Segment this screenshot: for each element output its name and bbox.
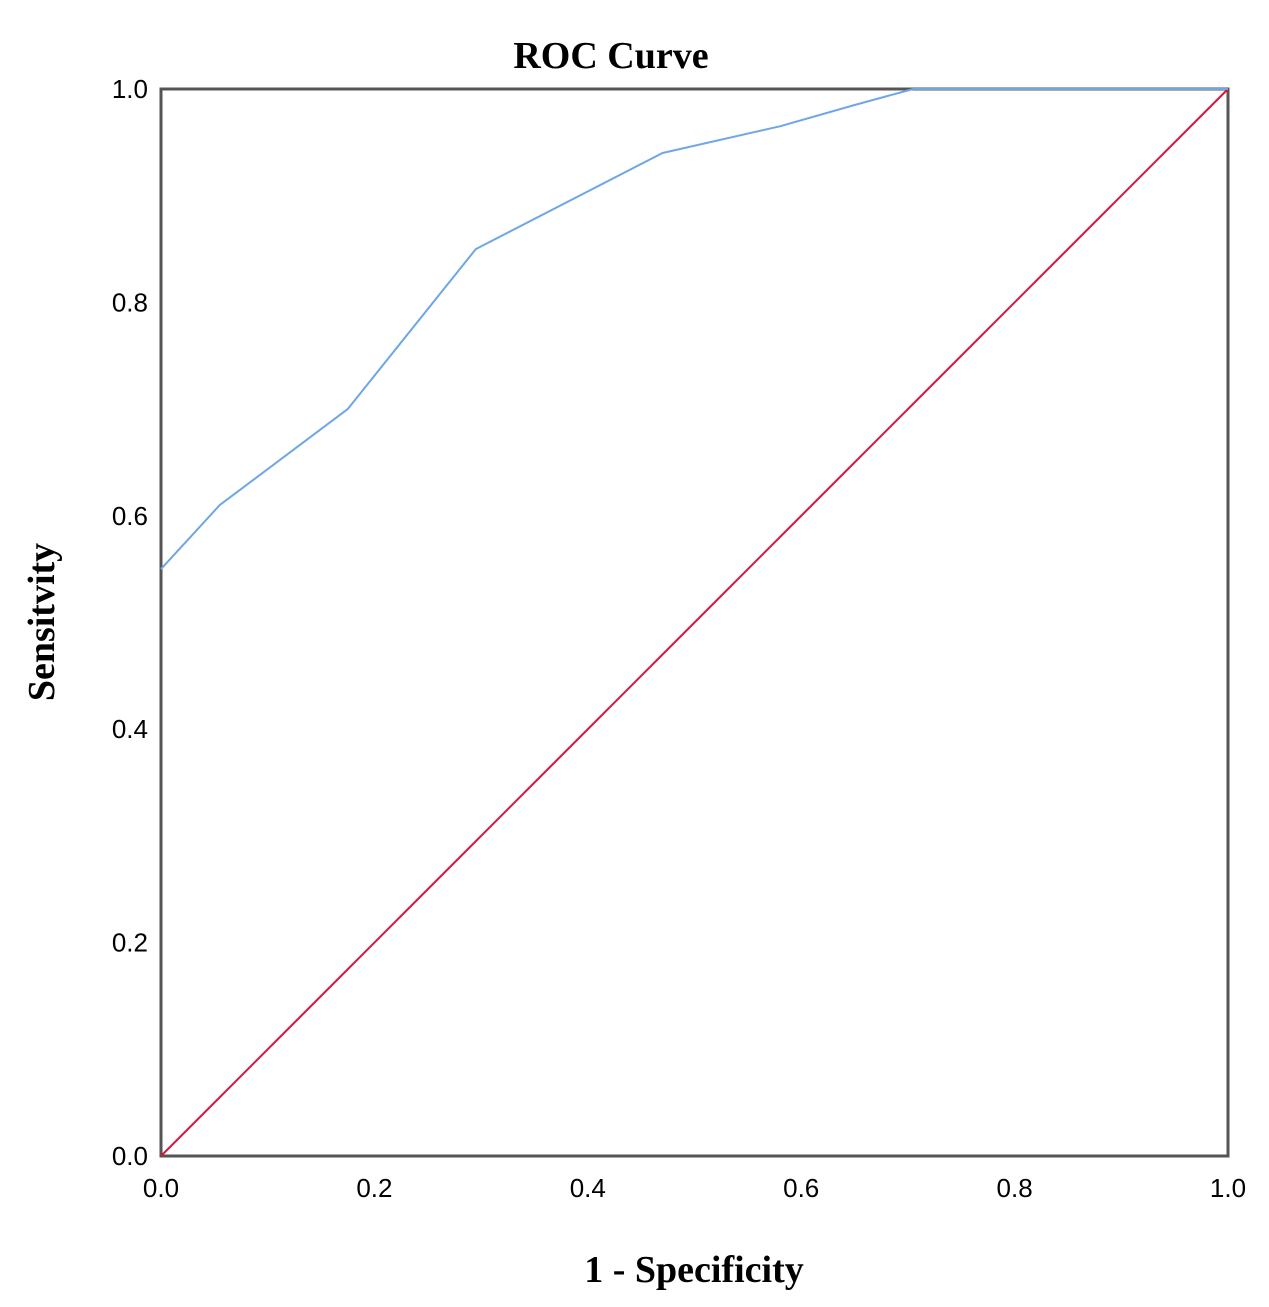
x-axis-label: 1 - Specificity <box>584 1249 804 1291</box>
y-axis-ticks: 0.0 0.2 0.4 0.6 0.8 1.0 <box>112 74 148 1171</box>
y-tick-label: 0.0 <box>112 1141 148 1171</box>
x-tick-label: 0.4 <box>570 1173 606 1203</box>
y-tick-label: 0.2 <box>112 928 148 958</box>
y-tick-label: 0.8 <box>112 287 148 317</box>
x-tick-label: 0.6 <box>783 1173 819 1203</box>
y-axis-label: Sensitvity <box>21 543 63 701</box>
x-tick-label: 0.2 <box>356 1173 392 1203</box>
y-tick-label: 0.4 <box>112 714 148 744</box>
chart-title: ROC Curve <box>513 35 708 77</box>
x-axis-ticks: 0.0 0.2 0.4 0.6 0.8 1.0 <box>143 1173 1246 1203</box>
plot-frame <box>159 87 1230 1158</box>
y-tick-label: 0.6 <box>112 501 148 531</box>
x-tick-label: 1.0 <box>1210 1173 1246 1203</box>
x-tick-label: 0.8 <box>997 1173 1033 1203</box>
x-tick-label: 0.0 <box>143 1173 179 1203</box>
roc-curve-line <box>160 88 1228 570</box>
plot-area <box>159 87 1230 1158</box>
y-tick-label: 1.0 <box>112 74 148 104</box>
reference-line <box>160 88 1229 1157</box>
